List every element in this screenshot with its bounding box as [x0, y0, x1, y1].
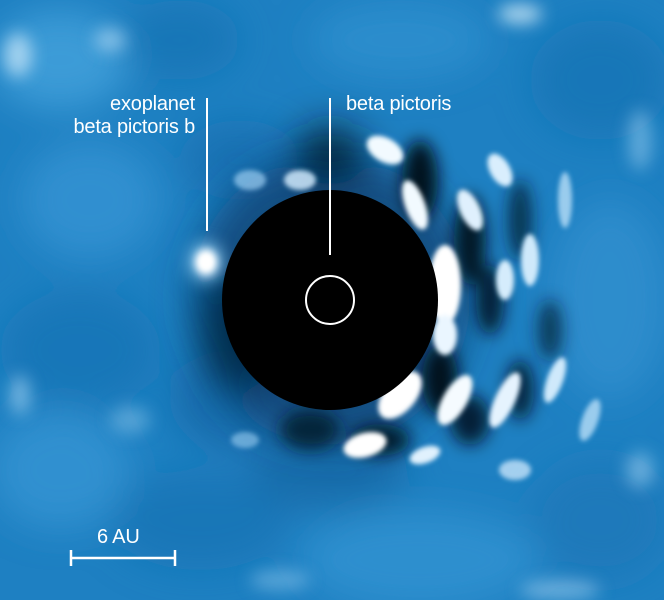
coronagraph-mask — [222, 190, 438, 410]
star-position-circle — [305, 275, 355, 325]
exoplanet-label-line2: beta pictoris b — [73, 116, 195, 138]
exoplanet-label-line1: exoplanet — [110, 93, 195, 115]
scale-label: 6 AU — [97, 526, 140, 548]
star-label: beta pictoris — [346, 93, 452, 115]
exoplanet-label: exoplanet beta pictoris b — [73, 93, 195, 139]
exoplanet-beta-pictoris-b — [188, 242, 224, 282]
speckle-arcs — [231, 135, 601, 480]
background-speckles — [4, 4, 654, 600]
scale-bar — [69, 550, 177, 566]
